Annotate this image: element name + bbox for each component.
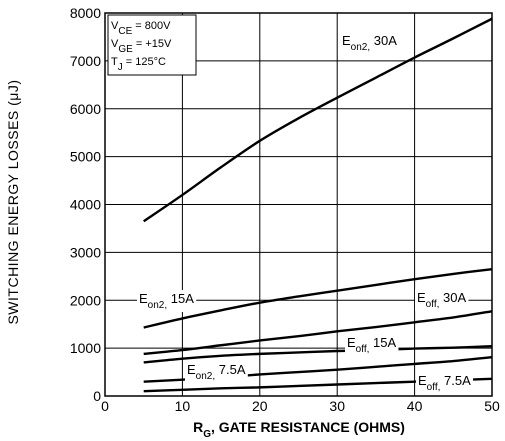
series-label-1-rest: 30A xyxy=(439,290,466,305)
series-label-1: Eoff, 30A xyxy=(417,290,466,310)
series-line-2 xyxy=(143,310,493,356)
y-tick-label: 3000 xyxy=(70,244,101,260)
series-label-3-sub: off, xyxy=(356,344,370,355)
condition-1: VGE = +15V xyxy=(111,38,172,55)
series-label-bg xyxy=(137,290,197,312)
y-tick-label: 0 xyxy=(93,388,101,404)
series-label-2-main: E xyxy=(139,291,148,306)
x-axis-title-sub: G xyxy=(203,429,211,440)
series-label-0-rest: 30A xyxy=(370,33,397,48)
x-axis-title-main: R xyxy=(193,419,203,435)
series-label-2-rest: 15A xyxy=(167,291,194,306)
plot-frame xyxy=(104,12,493,397)
x-tick-label: 40 xyxy=(407,398,423,414)
condition-0-main: V xyxy=(111,20,119,32)
y-tick-label: 2000 xyxy=(70,292,101,308)
y-tick-label: 4000 xyxy=(70,197,101,213)
series-label-0-main: E xyxy=(342,33,351,48)
series-label-4-main: E xyxy=(187,362,196,377)
series-label-0: Eon2, 30A xyxy=(342,33,397,53)
series-label-3-main: E xyxy=(347,335,356,350)
series-line-1 xyxy=(143,267,493,329)
series-label-0-sub: on2, xyxy=(351,42,370,53)
condition-1-main: V xyxy=(111,38,119,50)
y-tick-label: 1000 xyxy=(70,340,101,356)
y-tick-label: 5000 xyxy=(70,149,101,165)
condition-2-rest: = 125°C xyxy=(123,56,166,68)
y-axis-title: SWITCHING ENERGY LOSSES (μJ) xyxy=(5,79,21,324)
series-label-1-sub: off, xyxy=(426,299,440,310)
x-axis-title-rest: , GATE RESISTANCE (OHMS) xyxy=(211,419,405,435)
condition-2-main: T xyxy=(111,56,118,68)
x-tick-label: 10 xyxy=(175,398,191,414)
condition-1-rest: = +15V xyxy=(133,38,172,50)
series-label-bg xyxy=(345,334,399,356)
series-line-3 xyxy=(143,345,493,364)
x-tick-label: 20 xyxy=(252,398,268,414)
condition-1-sub: GE xyxy=(118,44,133,55)
y-tick-label: 7000 xyxy=(70,53,101,69)
tick-labels: 0 10 20 30 40 50 0 1000 2000 3000 4000 5000 6000 7000… xyxy=(70,5,500,414)
series-label-4-rest: 7.5A xyxy=(215,362,246,377)
series-label-5-rest: 7.5A xyxy=(440,373,471,388)
condition-2-sub: J xyxy=(118,62,123,73)
series-label-bg xyxy=(185,361,248,383)
condition-2: TJ = 125°C xyxy=(111,56,166,73)
y-tick-label: 6000 xyxy=(70,101,101,117)
y-tick-label: 8000 xyxy=(70,5,101,21)
x-tick-label: 0 xyxy=(101,398,109,414)
condition-0-sub: CE xyxy=(118,26,132,37)
series-label-2-sub: on2, xyxy=(148,300,167,311)
series-label-bg xyxy=(415,289,469,311)
series-label-4: Eon2, 7.5A xyxy=(187,362,246,382)
condition-0: VCE = 800V xyxy=(111,20,171,37)
series-label-2: Eon2, 15A xyxy=(139,291,194,311)
series-label-5-main: E xyxy=(418,373,427,388)
x-tick-label: 30 xyxy=(329,398,345,414)
x-tick-label: 50 xyxy=(484,398,500,414)
series-line-0 xyxy=(143,17,493,223)
condition-0-rest: = 800V xyxy=(132,20,171,32)
series-label-5-sub: off, xyxy=(427,382,441,393)
series-label-3: Eoff, 15A xyxy=(347,335,396,355)
series-label-1-main: E xyxy=(417,290,426,305)
series-label-4-sub: on2, xyxy=(196,371,215,382)
series-label-bg xyxy=(416,372,474,394)
conditions-box-border xyxy=(107,14,197,76)
series-label-3-rest: 15A xyxy=(369,335,396,350)
series-label-5: Eoff, 7.5A xyxy=(418,373,471,393)
x-axis-title: RG, GATE RESISTANCE (OHMS) xyxy=(193,419,405,440)
